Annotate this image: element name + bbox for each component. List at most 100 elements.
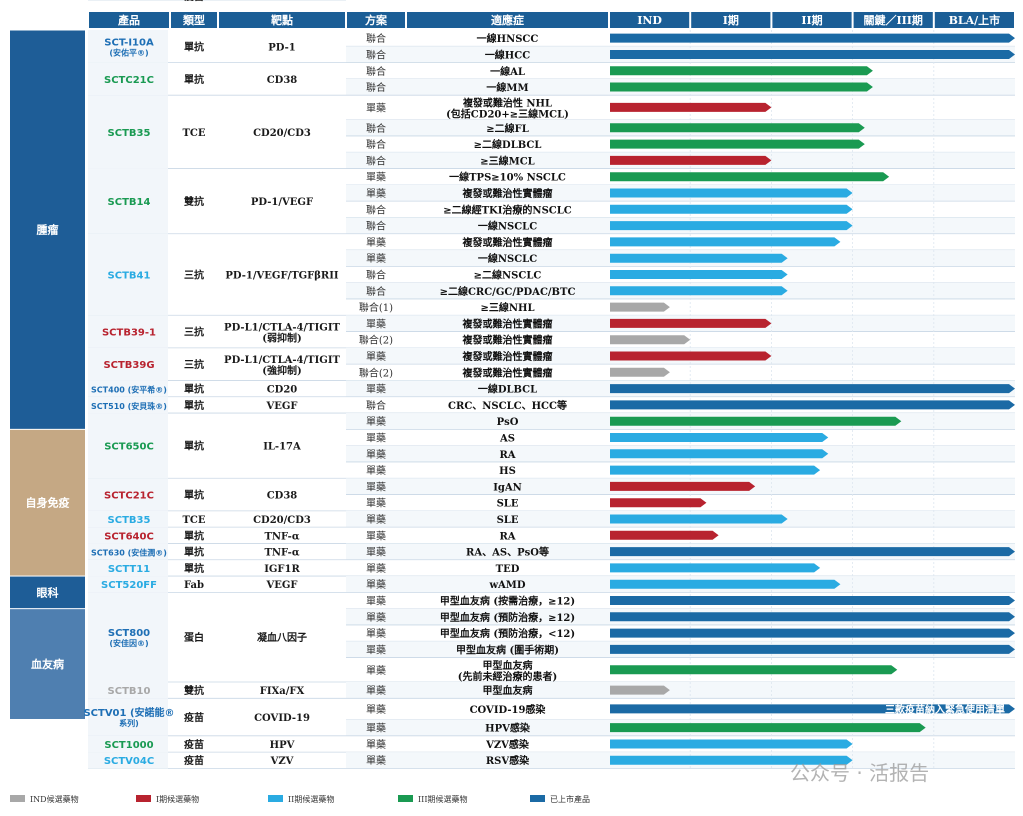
- scheme-label: 聯合(2): [359, 334, 393, 347]
- header-cell: [219, 12, 345, 28]
- header-cell: [407, 12, 608, 28]
- product-subname: (安佑平®): [109, 47, 148, 57]
- product-name: SCT640C: [104, 531, 154, 542]
- header-label: 靶點: [271, 13, 293, 27]
- product-type: TCE: [182, 128, 205, 139]
- product-name: SCTT11: [108, 564, 150, 575]
- product-name: SCT400 (安平希®): [91, 385, 167, 395]
- product-cell: [88, 347, 168, 381]
- indication-label: 一線DLBCL: [478, 383, 537, 396]
- product-target-note: (強抑制): [262, 364, 301, 377]
- scheme-label: 單藥: [366, 644, 386, 656]
- product-cell: [88, 30, 168, 63]
- pipeline-bar: [610, 596, 1015, 605]
- scheme-label: 聯合: [366, 285, 386, 298]
- product-type: 疫苗: [184, 738, 204, 751]
- indication-label: ≥二線DLBCL: [474, 138, 542, 151]
- header-cell: [772, 12, 852, 28]
- product-cell: [88, 752, 168, 769]
- pipeline-bar: [610, 514, 788, 524]
- indication-sublabel: (先前未經治療的患者): [458, 670, 557, 683]
- product-target: PD-1/VEGF/TGFβRII: [225, 271, 339, 282]
- product-type: 疫苗: [184, 0, 204, 3]
- scheme-label: 單藥: [366, 498, 386, 510]
- product-type: 三抗: [184, 358, 204, 371]
- product-type: 單抗: [184, 73, 204, 86]
- product-cell: [88, 315, 168, 348]
- product-name: SCT800: [108, 628, 150, 639]
- scheme-label: 單藥: [366, 755, 386, 767]
- pipeline-bar: [610, 33, 1015, 43]
- scheme-label: 聯合: [366, 48, 386, 61]
- indication-label: COVID-19感染: [470, 703, 547, 716]
- indication-label: 複發或難治性實體瘤: [462, 334, 553, 347]
- header-label: 關鍵／III期: [863, 13, 922, 27]
- pipeline-bar: [610, 270, 788, 279]
- product-target: RSV: [270, 0, 294, 3]
- pipeline-bar: [610, 318, 772, 328]
- product-subname: (安佳因®): [109, 638, 148, 648]
- pipeline-bar: [610, 612, 1015, 622]
- pipeline-bar: [610, 755, 853, 765]
- indication-label: 甲型血友病 (預防治療，≥12): [440, 611, 575, 624]
- legend-swatch: [10, 795, 25, 802]
- product-name: SCT520FF: [101, 580, 157, 591]
- pipeline-bar: [610, 579, 841, 589]
- indication-label: RA: [499, 450, 515, 461]
- indication-label: VZV感染: [485, 738, 530, 751]
- pipeline-bar: [610, 685, 670, 695]
- indication-label: 複發或難治性實體瘤: [462, 366, 553, 379]
- product-cell: [88, 380, 168, 397]
- category-label: 眼科: [37, 585, 59, 599]
- product-cell: [88, 559, 168, 577]
- product-cell: [88, 682, 168, 699]
- product-name: SCTC21C: [104, 491, 154, 502]
- indication-label: ≥三線NHL: [481, 301, 535, 314]
- pipeline-bar: [610, 66, 873, 76]
- product-name: SCTB14: [108, 197, 151, 208]
- product-type: 雙抗: [184, 684, 204, 697]
- product-target: PD-L1/CTLA-4/TIGIT: [224, 355, 340, 366]
- product-name: SCTB35: [108, 515, 151, 526]
- product-type: 單抗: [184, 562, 204, 575]
- indication-label: ≥二線經TKI治療的NSCLC: [443, 203, 572, 216]
- product-cell: [88, 698, 168, 736]
- product-target: HPV: [270, 740, 295, 751]
- indication-label: AS: [499, 434, 515, 445]
- product-cell: [88, 168, 168, 234]
- indication-label: PsO: [497, 417, 519, 428]
- scheme-label: 單藥: [366, 685, 386, 697]
- scheme-label: 單藥: [366, 188, 386, 200]
- pipeline-bar: [610, 253, 788, 263]
- pipeline-bar: [610, 367, 670, 377]
- scheme-label: 單藥: [366, 514, 386, 526]
- indication-label: RA: [499, 531, 515, 542]
- product-target: PD-1: [268, 42, 296, 53]
- scheme-label: 聯合: [366, 203, 386, 216]
- indication-label: 甲型血友病 (圍手術期): [456, 643, 559, 656]
- header-cell: [610, 12, 690, 28]
- indication-label: RSV感染: [486, 754, 530, 767]
- indication-label: SLE: [497, 515, 519, 526]
- indication-label: 甲型血友病: [483, 684, 533, 697]
- product-target: VZV: [270, 756, 294, 767]
- legend-swatch: [530, 795, 545, 802]
- indication-label: ≥二線CRC/GC/PDAC/BTC: [440, 285, 576, 298]
- pipeline-bar: [610, 351, 772, 361]
- product-type: 單抗: [184, 399, 204, 412]
- product-target-note: (弱抑制): [262, 332, 301, 345]
- product-type: 蛋白: [184, 631, 204, 644]
- header-cell: [347, 12, 405, 28]
- product-type: 疫苗: [184, 754, 204, 767]
- category-label: 腫瘤: [37, 223, 59, 237]
- header-label: I期: [723, 13, 739, 27]
- pipeline-bar: [610, 188, 853, 198]
- scheme-label: 單藥: [366, 723, 386, 735]
- product-type: 單抗: [184, 529, 204, 542]
- pipeline-bar: [610, 302, 670, 312]
- scheme-label: 單藥: [366, 253, 386, 265]
- scheme-label: 單藥: [366, 172, 386, 184]
- indication-label: 複發或難治性實體瘤: [462, 187, 553, 200]
- scheme-label: 單藥: [366, 596, 386, 608]
- product-target: COVID-19: [254, 713, 310, 724]
